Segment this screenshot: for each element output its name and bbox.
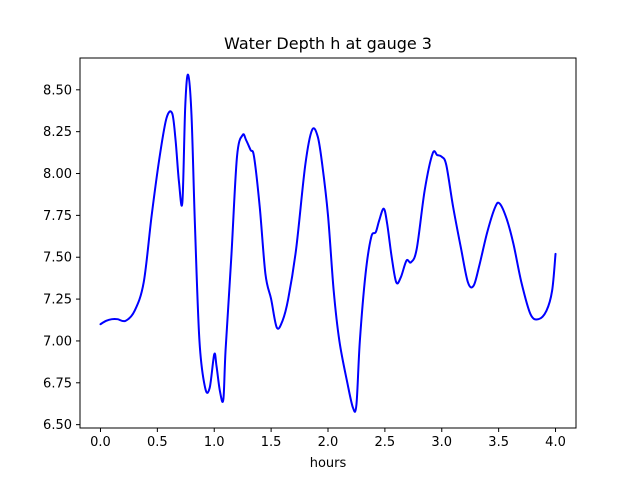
x-tick-label: 1.0 xyxy=(204,435,225,450)
y-tick-label: 6.75 xyxy=(43,376,72,391)
x-tick-label: 2.5 xyxy=(375,435,396,450)
x-tick-label: 1.5 xyxy=(261,435,282,450)
y-tick-label: 7.50 xyxy=(43,251,72,266)
y-tick-label: 8.25 xyxy=(43,125,72,140)
y-tick-label: 7.00 xyxy=(43,334,72,349)
plot-area xyxy=(99,73,557,413)
y-tick-label: 8.50 xyxy=(43,83,72,98)
plot-frame xyxy=(79,57,577,429)
x-tick-label: 3.5 xyxy=(488,435,509,450)
water-depth-line xyxy=(99,73,557,413)
x-tick-label: 4.0 xyxy=(545,435,566,450)
chart-title: Water Depth h at gauge 3 xyxy=(224,34,432,53)
y-tick-label: 8.00 xyxy=(43,167,72,182)
y-tick-label: 6.50 xyxy=(43,418,72,433)
x-tick-label: 0.5 xyxy=(147,435,168,450)
y-axis-ticks: 6.50 6.75 7.00 7.25 7.50 7.75 8.00 8.25 8.50 xyxy=(43,83,80,433)
y-tick-label: 7.25 xyxy=(43,293,72,308)
x-axis-ticks: 0.0 0.5 1.0 1.5 2.0 2.5 3.0 3.5 4.0 xyxy=(90,428,566,450)
x-tick-label: 2.0 xyxy=(318,435,339,450)
x-tick-label: 0.0 xyxy=(90,435,111,450)
y-tick-label: 7.75 xyxy=(43,209,72,224)
x-axis-label: hours xyxy=(310,456,347,471)
x-tick-label: 3.0 xyxy=(431,435,452,450)
